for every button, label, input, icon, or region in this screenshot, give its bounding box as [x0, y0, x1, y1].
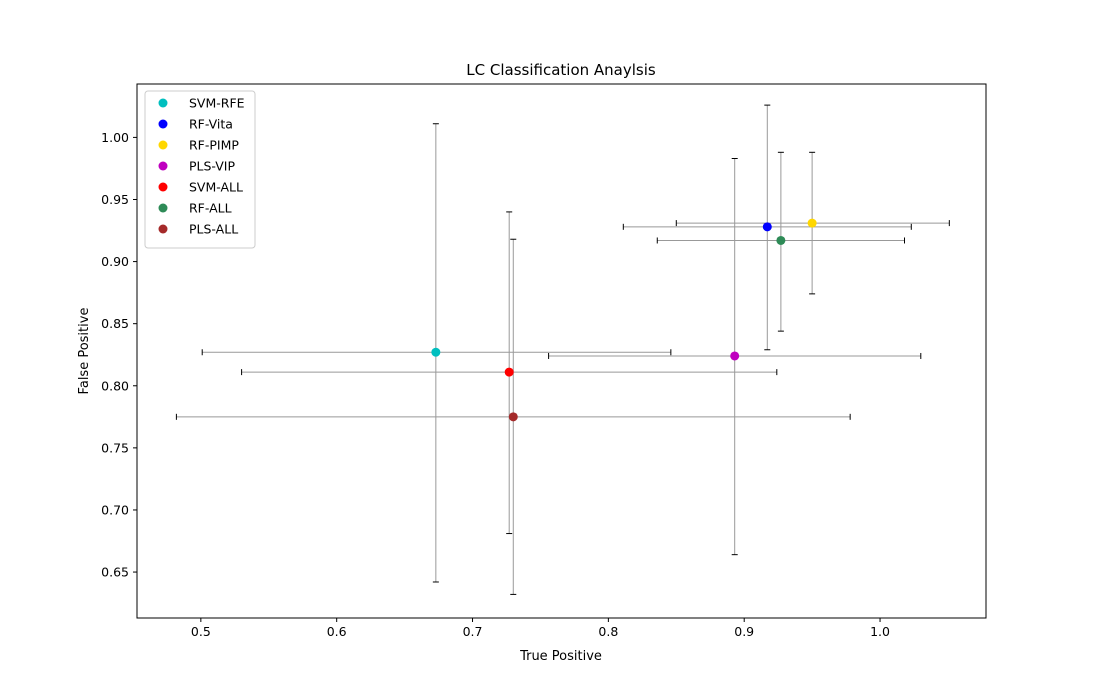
y-tick-label: 0.85 [101, 316, 129, 331]
point-svm-rfe [431, 347, 441, 357]
legend-marker [158, 119, 168, 129]
legend-label: PLS-VIP [189, 159, 235, 174]
legend-box [144, 90, 256, 249]
point-rf-vita [762, 222, 772, 232]
x-tick-label: 0.6 [327, 624, 347, 639]
y-axis: 0.65 0.70 0.75 0.80 0.85 0.90 0.95 1.00 [101, 130, 137, 580]
legend-marker [158, 98, 168, 108]
x-axis-label: True Positive [519, 649, 602, 664]
y-tick-label: 0.65 [101, 565, 129, 580]
point-rf-pimp [807, 218, 817, 228]
x-tick-label: 0.5 [191, 624, 211, 639]
x-axis: 0.5 0.6 0.7 0.8 0.9 1.0 [191, 618, 890, 639]
y-tick-label: 0.80 [101, 378, 129, 393]
y-tick-label: 0.75 [101, 440, 129, 455]
legend-label: SVM-ALL [189, 180, 243, 195]
point-pls-all [508, 412, 518, 422]
legend-marker [158, 224, 168, 234]
data-points [431, 218, 817, 422]
y-axis-label: False Positive [77, 308, 92, 395]
point-svm-all [504, 367, 514, 377]
x-tick-label: 0.7 [463, 624, 483, 639]
legend-marker [158, 161, 168, 171]
y-tick-label: 1.00 [101, 130, 129, 145]
point-pls-vip [730, 351, 740, 361]
legend-label: PLS-ALL [189, 222, 238, 237]
legend-label: RF-ALL [189, 201, 232, 216]
error-bars [175, 104, 950, 595]
plot-frame [136, 83, 987, 619]
x-tick-label: 0.9 [734, 624, 754, 639]
legend-label: RF-PIMP [189, 138, 239, 153]
y-tick-label: 0.70 [101, 502, 129, 517]
x-tick-label: 1.0 [870, 624, 890, 639]
point-rf-all [776, 235, 786, 245]
legend-marker [158, 203, 168, 213]
y-tick-label: 0.95 [101, 192, 129, 207]
legend-marker [158, 182, 168, 192]
chart-title: LC Classification Anaylsis [466, 61, 656, 79]
legend-marker [158, 140, 168, 150]
y-tick-label: 0.90 [101, 254, 129, 269]
legend-label: RF-Vita [189, 117, 233, 132]
x-tick-label: 0.8 [598, 624, 618, 639]
legend: SVM-RFE RF-Vita RF-PIMP PLS-VIP SVM-ALL RF-AL… [144, 90, 256, 249]
legend-label: SVM-RFE [189, 96, 245, 111]
